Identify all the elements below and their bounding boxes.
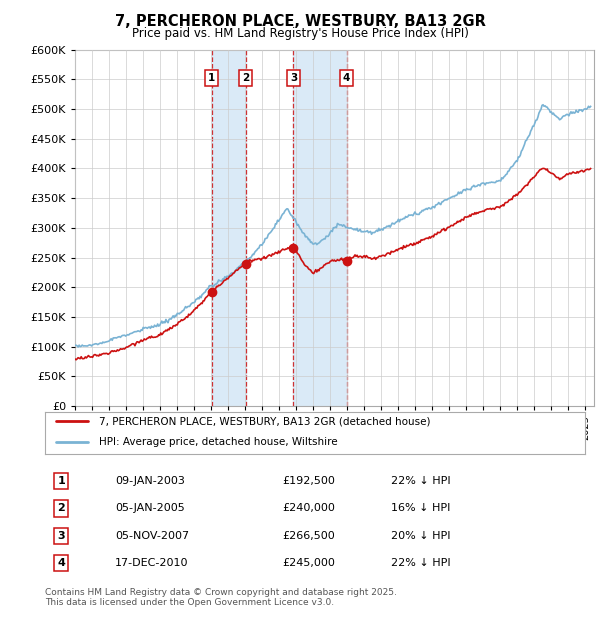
Text: 1: 1 (208, 73, 215, 83)
Text: 05-JAN-2005: 05-JAN-2005 (115, 503, 185, 513)
Text: 3: 3 (290, 73, 297, 83)
Text: 2: 2 (242, 73, 249, 83)
Text: 7, PERCHERON PLACE, WESTBURY, BA13 2GR (detached house): 7, PERCHERON PLACE, WESTBURY, BA13 2GR (… (99, 417, 431, 427)
Text: 22% ↓ HPI: 22% ↓ HPI (391, 476, 450, 486)
Text: 17-DEC-2010: 17-DEC-2010 (115, 558, 188, 568)
Text: 4: 4 (343, 73, 350, 83)
Text: 2: 2 (58, 503, 65, 513)
Text: Price paid vs. HM Land Registry's House Price Index (HPI): Price paid vs. HM Land Registry's House … (131, 27, 469, 40)
Bar (212, 50, 245, 406)
Text: £192,500: £192,500 (283, 476, 335, 486)
Text: 22% ↓ HPI: 22% ↓ HPI (391, 558, 450, 568)
Text: HPI: Average price, detached house, Wiltshire: HPI: Average price, detached house, Wilt… (99, 438, 338, 448)
Text: 05-NOV-2007: 05-NOV-2007 (115, 531, 190, 541)
Text: £245,000: £245,000 (283, 558, 335, 568)
Text: 3: 3 (58, 531, 65, 541)
Text: 7, PERCHERON PLACE, WESTBURY, BA13 2GR: 7, PERCHERON PLACE, WESTBURY, BA13 2GR (115, 14, 485, 29)
Text: £266,500: £266,500 (283, 531, 335, 541)
Text: 16% ↓ HPI: 16% ↓ HPI (391, 503, 450, 513)
Bar (293, 50, 347, 406)
Text: 09-JAN-2003: 09-JAN-2003 (115, 476, 185, 486)
Text: Contains HM Land Registry data © Crown copyright and database right 2025.
This d: Contains HM Land Registry data © Crown c… (45, 588, 397, 607)
Text: 1: 1 (58, 476, 65, 486)
Text: 20% ↓ HPI: 20% ↓ HPI (391, 531, 450, 541)
Text: 4: 4 (57, 558, 65, 568)
Text: £240,000: £240,000 (283, 503, 335, 513)
